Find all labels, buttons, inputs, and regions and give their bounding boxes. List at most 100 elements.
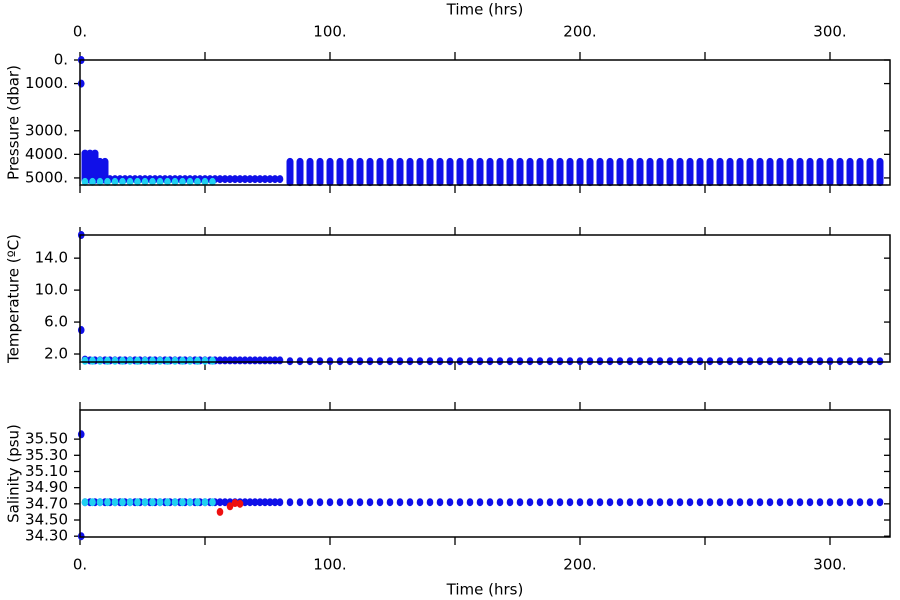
data-point [126, 356, 134, 365]
data-point [164, 177, 171, 186]
data-point [386, 498, 394, 507]
x-axis-label: Time (hrs) [446, 581, 524, 599]
data-point [126, 498, 134, 507]
y-axis-label: Salinity (psu) [5, 424, 23, 523]
data-point [96, 498, 104, 507]
data-point [846, 498, 854, 507]
data-point [366, 498, 374, 507]
data-point [456, 357, 464, 366]
data-point [256, 175, 264, 184]
y-tick-label: 34.90 [25, 478, 68, 496]
data-point [486, 498, 494, 507]
data-point [306, 498, 314, 507]
data-point [216, 507, 224, 516]
data-point [346, 498, 354, 507]
data-point [209, 177, 216, 186]
x-tick-label: 100. [313, 556, 346, 574]
data-point [201, 498, 209, 507]
y-tick-label: 35.50 [25, 430, 68, 448]
data-point [616, 498, 624, 507]
data-point [256, 498, 264, 507]
data-point [336, 498, 344, 507]
data-point [516, 498, 524, 507]
y-tick-label: 34.70 [25, 494, 68, 512]
data-point [119, 356, 126, 365]
data-point [376, 498, 384, 507]
data-point [466, 498, 474, 507]
y-tick-label: 2.0 [44, 345, 68, 363]
data-point [231, 175, 239, 184]
data-point [756, 357, 764, 366]
data-point [806, 498, 814, 507]
data-point [326, 498, 334, 507]
data-point [126, 177, 134, 186]
y-tick-label: 6.0 [44, 313, 68, 331]
plot-frame [79, 59, 891, 186]
data-point [446, 357, 454, 366]
data-point [796, 498, 804, 507]
data-point [836, 498, 844, 507]
data-point [201, 177, 209, 186]
data-point [77, 326, 85, 335]
data-point [486, 357, 494, 366]
y-tick-label: 34.50 [25, 511, 68, 529]
data-point [426, 498, 434, 507]
data-point [836, 357, 844, 366]
data-point [516, 357, 524, 366]
data-point [246, 175, 254, 184]
data-point [826, 498, 834, 507]
data-point [111, 356, 119, 365]
data-point [596, 498, 604, 507]
data-point [856, 357, 864, 366]
data-point [766, 357, 774, 366]
data-point [271, 498, 279, 507]
data-point [736, 357, 744, 366]
y-tick-label: 34.30 [25, 527, 68, 545]
data-point [141, 498, 149, 507]
data-point [209, 356, 216, 365]
data-point [776, 357, 784, 366]
data-point [676, 357, 684, 366]
data-point [221, 175, 229, 184]
data-point [816, 498, 824, 507]
data-point [546, 357, 554, 366]
y-tick-label: 3000. [25, 121, 68, 139]
data-point [586, 498, 594, 507]
data-point [646, 357, 654, 366]
data-point [656, 498, 664, 507]
data-point [241, 175, 249, 184]
data-point [496, 357, 504, 366]
data-point [216, 498, 224, 507]
data-point [221, 498, 229, 507]
data-point [316, 498, 324, 507]
y-tick-label: 4000. [25, 145, 68, 163]
data-point [81, 498, 89, 507]
data-point [386, 357, 394, 366]
data-point [696, 357, 704, 366]
data-point [236, 499, 244, 508]
data-point [141, 177, 149, 186]
data-point [646, 498, 654, 507]
data-point [149, 356, 156, 365]
data-point [286, 498, 294, 507]
x-tick-label: 200. [563, 556, 596, 574]
data-point [251, 175, 259, 184]
data-point [556, 498, 564, 507]
data-point [746, 498, 754, 507]
plot-frame [79, 234, 891, 363]
data-point [179, 356, 186, 365]
data-point [171, 498, 179, 507]
data-point [526, 498, 534, 507]
data-point [209, 498, 216, 507]
data-point [776, 498, 784, 507]
data-point [586, 357, 594, 366]
data-point [626, 357, 634, 366]
data-point [119, 177, 126, 186]
data-point [816, 357, 824, 366]
data-point [876, 498, 884, 507]
data-point [261, 498, 269, 507]
data-point [186, 177, 194, 186]
data-point [566, 498, 574, 507]
data-point [346, 357, 354, 366]
